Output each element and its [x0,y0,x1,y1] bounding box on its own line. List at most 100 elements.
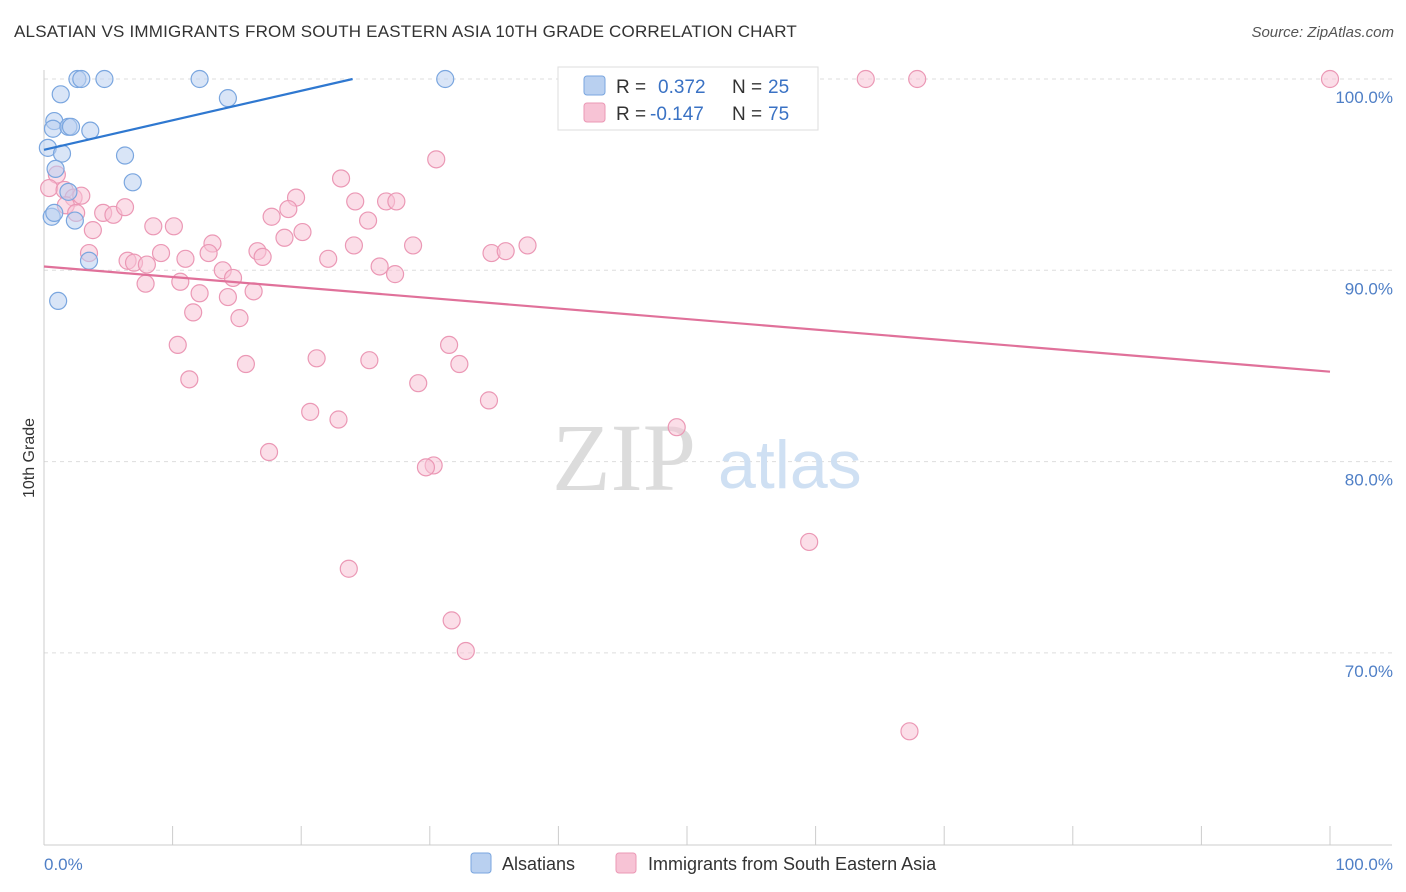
y-tick-label-0: 100.0% [1335,88,1393,107]
immigrants-point-66 [259,442,279,462]
legend-blue-n-label: N = [732,77,762,98]
source-note: Source: ZipAtlas.com [1251,24,1394,41]
alsatians-trend-line [43,77,353,151]
immigrants-point-2 [1320,69,1340,89]
alsatians-point-17 [59,182,78,201]
alsatians-point-6 [218,89,237,108]
immigrants-point-43 [370,257,389,276]
immigrants-point-19 [279,199,298,219]
immigrants-point-65 [667,418,686,437]
immigrants-point-68 [416,458,436,477]
immigrants-point-6 [40,178,59,198]
y-tick-label-1: 90.0% [1345,279,1393,298]
immigrants-point-30 [518,236,537,255]
immigrants-point-0 [856,69,875,89]
immigrants-point-64 [329,410,348,429]
watermark: ZIP atlas [552,404,862,511]
alsatians-point-10 [61,117,81,136]
y-tick-label-3: 70.0% [1345,662,1393,681]
x-tick-label-1: 100.0% [1335,855,1393,874]
immigrants-point-28 [344,236,364,255]
immigrants-point-56 [307,349,326,368]
immigrants-point-1 [908,69,927,89]
alsatians-point-1 [72,69,91,89]
immigrants-point-14 [115,198,135,217]
immigrants-point-71 [442,611,461,630]
immigrants-point-44 [385,265,405,284]
immigrants-point-26 [275,228,294,247]
immigrants-point-48 [171,272,190,291]
immigrants-point-34 [151,243,171,263]
immigrants-point-20 [262,207,281,226]
immigrants-point-22 [144,217,163,236]
alsatians-point-19 [45,203,64,223]
watermark-atlas: atlas [718,427,862,503]
immigrants-point-54 [168,335,187,355]
immigrants-point-59 [450,354,469,374]
immigrants-point-58 [236,354,256,374]
series-legend-swatch-immigrants [615,852,637,874]
immigrants-point-41 [176,249,195,268]
y-tick-labels: 100.0% 90.0% 80.0% 70.0% [1335,88,1393,681]
immigrants-point-60 [180,370,199,389]
immigrants-point-53 [230,309,249,328]
alsatians-point-21 [79,251,99,270]
alsatians-point-11 [81,121,100,140]
alsatians-point-22 [49,291,68,311]
immigrants-point-3 [427,150,446,169]
immigrants-point-51 [244,282,263,301]
immigrants-point-63 [301,402,320,421]
alsatians-point-8 [43,119,63,138]
immigrants-point-72 [456,641,475,661]
legend-blue-n-value: 25 [768,77,789,98]
immigrants-point-4 [331,169,351,188]
immigrants-point-55 [439,335,459,355]
immigrants-point-18 [387,192,406,211]
series-legend: Alsatians Immigrants from South Eastern … [470,852,937,874]
immigrants-point-49 [190,284,209,303]
immigrants-point-32 [253,247,272,267]
trend-lines [43,77,1331,373]
y-tick-label-2: 80.0% [1345,471,1393,490]
legend-blue-r-value: 0.372 [658,77,706,98]
immigrants-point-57 [360,351,379,370]
immigrants-point-52 [184,303,203,322]
series-legend-immigrants: Immigrants from South Eastern Asia [648,854,937,874]
immigrants-point-24 [83,221,102,240]
immigrants-point-46 [223,268,243,288]
legend-swatch-blue [583,75,606,96]
immigrants-point-70 [339,559,358,578]
immigrants-point-16 [346,192,365,211]
correlation-legend: R = 0.372 N = 25 R = -0.147 N = 75 [557,66,819,131]
y-axis-title: 10th Grade [21,418,38,498]
legend-blue-r-label: R = [616,77,646,98]
alsatians-point-4 [436,69,455,89]
immigrants-point-29 [403,236,423,255]
alsatians-point-5 [51,85,70,104]
chart-title: ALSATIAN VS IMMIGRANTS FROM SOUTH EASTER… [14,22,797,41]
alsatians-point-3 [190,69,209,89]
immigrants-point-61 [409,374,428,393]
immigrants-point-37 [496,242,515,261]
legend-pink-n-value: 75 [768,104,789,125]
immigrants-point-47 [136,274,155,293]
immigrants-point-35 [199,243,218,263]
alsatians-point-2 [95,69,114,89]
immigrants-point-69 [800,532,819,552]
alsatians-point-20 [65,211,84,230]
immigrants-point-73 [900,722,919,741]
axes [43,70,1392,846]
immigrants-point-23 [164,217,183,236]
series-immigrants-points [40,69,1340,741]
x-tick-label-0: 0.0% [44,855,83,874]
immigrants-point-62 [479,391,499,410]
immigrants-point-50 [218,287,237,307]
series-legend-swatch-alsatians [470,852,492,874]
immigrants-point-21 [358,211,378,230]
series-alsatians-points [38,69,455,311]
x-tick-labels: 0.0% 100.0% [44,855,1393,874]
alsatians-point-15 [46,159,65,179]
alsatians-point-16 [123,173,142,192]
legend-pink-n-label: N = [732,104,762,125]
